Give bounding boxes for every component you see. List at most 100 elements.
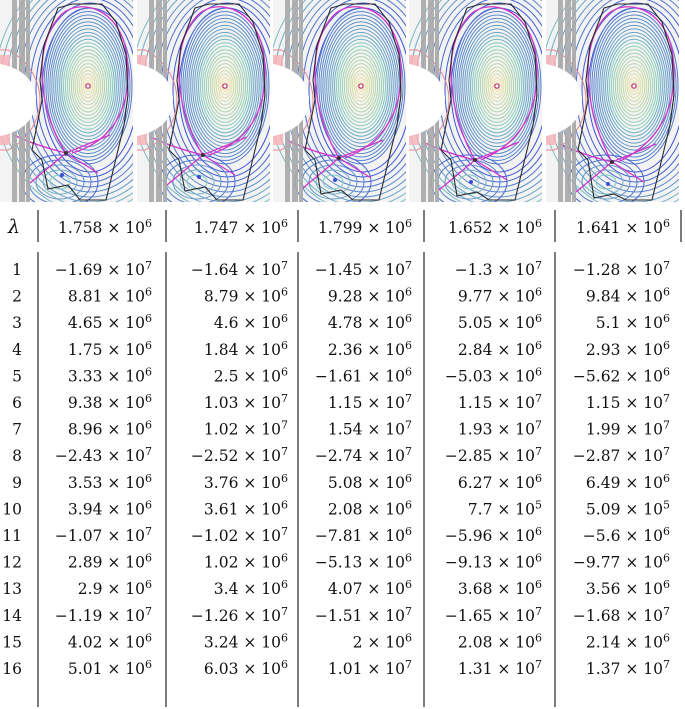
equilibrium-panel <box>0 0 133 202</box>
divertor-marker <box>469 180 473 184</box>
coefficient-value: 1.93 × 107 <box>458 419 542 439</box>
vessel-boundary <box>31 3 129 201</box>
central-column <box>273 64 309 136</box>
flux-contour <box>343 56 379 116</box>
flux-contour <box>330 31 392 141</box>
flux-contour <box>322 174 344 190</box>
flux-contour <box>609 42 659 130</box>
coefficient-value: −5.96 × 106 <box>445 525 542 545</box>
flux-contour <box>61 38 115 134</box>
flux-contour <box>188 21 262 151</box>
coefficient-value: 7.7 × 105 <box>468 498 542 518</box>
table-row: 3 4.65 × 106 4.6 × 106 4.78 × 106 5.05 × 106… <box>12 312 670 332</box>
coefficient-value: −2.85 × 107 <box>445 445 542 465</box>
flux-contour <box>205 52 245 120</box>
coefficient-value: −1.51 × 107 <box>315 605 412 625</box>
divertor-marker <box>606 182 610 186</box>
coefficient-value: 3.4 × 106 <box>214 578 288 598</box>
flux-contour <box>186 17 264 155</box>
coefficient-value: −1.26 × 107 <box>191 605 288 625</box>
flux-contour <box>487 70 507 102</box>
magnetic-axis-marker <box>222 83 228 89</box>
x-point-marker <box>610 160 614 164</box>
flux-contour <box>454 10 540 162</box>
coefficient-value: 8.79 × 106 <box>204 286 288 306</box>
flux-contour <box>51 21 125 151</box>
flux-contour <box>603 31 665 141</box>
flux-contour <box>45 10 131 162</box>
row-index: 11 <box>2 527 22 545</box>
flux-contour <box>194 31 256 141</box>
flux-contour <box>192 28 258 144</box>
flux-contour <box>42 169 78 195</box>
flux-contour <box>616 56 652 116</box>
coefficient-value: 2 × 106 <box>353 631 412 651</box>
flux-contour <box>468 35 526 137</box>
flux-contour <box>63 42 113 130</box>
row-index: 1 <box>12 261 22 279</box>
flux-contour <box>472 42 522 130</box>
table-row: 15 4.02 × 106 3.24 × 106 2 × 106 2.08 × 106 2… <box>2 631 670 651</box>
coefficient-value: −5.03 × 106 <box>445 365 542 385</box>
table-row: 6 9.38 × 106 1.03 × 107 1.15 × 107 1.15 × 10… <box>12 392 670 412</box>
flux-contour <box>341 52 381 120</box>
flux-contour <box>326 24 396 148</box>
flux-contour <box>477 52 517 120</box>
flux-contour <box>74 63 102 109</box>
coefficient-value: 8.96 × 106 <box>68 419 152 439</box>
coefficient-value: 3.24 × 106 <box>204 631 288 651</box>
flux-contour <box>80 73 96 99</box>
flux-contour <box>349 66 373 106</box>
table-row: 10 3.94 × 106 3.61 × 106 2.08 × 106 7.7 × 10… <box>2 498 670 518</box>
flux-contour <box>76 66 100 106</box>
flux-contour <box>597 21 671 151</box>
flux-contour <box>68 52 108 120</box>
row-index: 3 <box>12 314 22 332</box>
flux-contour <box>622 66 646 106</box>
flux-contour <box>612 49 656 123</box>
coefficient-value: 6.49 × 106 <box>586 472 670 492</box>
coefficient-value: 2.5 × 106 <box>214 365 288 385</box>
row-index: 14 <box>2 607 22 625</box>
flux-contour <box>339 49 383 123</box>
coefficient-value: 4.78 × 106 <box>328 312 412 332</box>
coefficient-value: 4.07 × 106 <box>328 578 412 598</box>
coefficient-value: −5.13 × 106 <box>315 552 412 572</box>
coefficient-value: 2.14 × 106 <box>586 631 670 651</box>
coefficient-value: 5.05 × 106 <box>458 312 542 332</box>
vessel-boundary <box>304 3 402 201</box>
table-row: 4 1.75 × 106 1.84 × 106 2.36 × 106 2.84 × 10… <box>12 339 670 359</box>
flux-contour <box>599 24 669 148</box>
magnetic-axis-marker <box>631 83 637 89</box>
coefficient-table: λ 1.758 × 106 1.747 × 106 1.799 × 106 1.652 … <box>2 210 682 707</box>
table-row: 11 −1.07 × 107 −1.02 × 107 −7.81 × 106 −5.96… <box>2 525 670 545</box>
flux-contour <box>221 80 229 92</box>
flux-contour <box>196 35 254 137</box>
vessel-boundary <box>440 3 538 201</box>
flux-contour <box>581 164 631 200</box>
coefficient-value: −2.43 × 107 <box>55 445 152 465</box>
row-index: 8 <box>12 447 22 465</box>
flux-contour <box>322 17 400 155</box>
coefficient-value: 5.09 × 105 <box>586 498 670 518</box>
table-row: 7 8.96 × 106 1.02 × 107 1.54 × 107 1.93 × 10… <box>12 419 670 439</box>
flux-contour <box>219 77 231 95</box>
flux-contour <box>82 77 94 95</box>
coefficient-value: 2.89 × 106 <box>68 552 152 572</box>
coefficient-value: 4.02 × 106 <box>68 631 152 651</box>
equilibrium-panel <box>137 0 270 202</box>
flux-contour <box>84 80 92 92</box>
flux-contour <box>201 45 249 127</box>
flux-contour <box>491 77 503 95</box>
flux-contour <box>200 42 250 130</box>
coefficient-value: 9.38 × 106 <box>68 392 152 412</box>
coefficient-value: 1.15 × 107 <box>586 392 670 412</box>
flux-contour <box>458 174 480 190</box>
coefficient-value: 2.9 × 106 <box>78 578 152 598</box>
flux-contour <box>483 63 511 109</box>
coefficient-value: −5.62 × 106 <box>573 365 670 385</box>
flux-contour <box>315 169 351 195</box>
table-row: 8 −2.43 × 107 −2.52 × 107 −2.74 × 107 −2.85 … <box>12 445 670 465</box>
equilibrium-panel <box>409 0 542 202</box>
